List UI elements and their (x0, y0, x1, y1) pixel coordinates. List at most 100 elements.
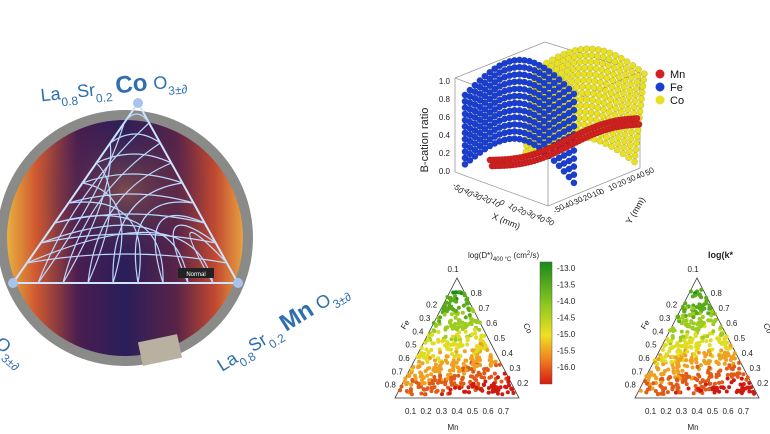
ternary-dot (404, 389, 409, 393)
sphere (564, 67, 571, 75)
ternary-dot (434, 323, 439, 328)
sphere (583, 96, 591, 103)
ternary-dot (671, 365, 676, 370)
sphere (565, 101, 573, 109)
sphere (555, 131, 563, 138)
z-tick-label: 1.0 (439, 77, 451, 86)
sphere (481, 145, 489, 153)
ternary-dot (739, 376, 744, 381)
colorbar-tick: -15.5 (557, 347, 576, 356)
ternary-dot (451, 361, 456, 366)
ternary-dot (466, 385, 471, 390)
sphere (593, 110, 601, 118)
mesh-line (87, 162, 111, 284)
sphere (550, 95, 558, 103)
sphere (476, 142, 484, 150)
sphere (461, 160, 469, 168)
ternary-dot (690, 306, 695, 311)
ternary-dot (694, 357, 698, 362)
sphere (623, 58, 631, 66)
ternary-dot (667, 349, 672, 354)
wafer-glow (7, 120, 243, 356)
mesh-line (109, 133, 161, 144)
ternary-dot (448, 387, 453, 392)
colorbar-tick: -15.0 (557, 330, 576, 339)
ternary-plots: 0.10.20.30.40.50.60.70.80.80.70.60.50.40… (385, 250, 770, 432)
ternary-dot (675, 361, 679, 365)
mesh-line (112, 182, 183, 284)
ternary-dot (460, 377, 465, 382)
ternary-dot (436, 337, 441, 342)
ternary-dot (463, 329, 468, 334)
sphere (565, 125, 573, 133)
right-axis-label: Co (761, 322, 770, 336)
ternary-dot (706, 318, 711, 323)
ternary-dot (438, 350, 443, 355)
wafer: Normal (0, 98, 253, 366)
sphere (476, 149, 484, 157)
ternary-dot (713, 317, 718, 322)
ternary-dot (416, 385, 421, 390)
x-axis-label: X (mm) (491, 211, 522, 231)
ternary-dot (696, 372, 701, 377)
ternary-dot (732, 351, 737, 356)
ternary-dot (494, 363, 499, 368)
sphere (550, 126, 558, 134)
ternary-dot (425, 373, 430, 378)
ternary-dot (482, 371, 487, 376)
ternary-dot (729, 355, 734, 360)
sphere (626, 147, 633, 155)
sphere (613, 99, 620, 106)
ternary-dot (728, 343, 733, 348)
ternary-dot (451, 358, 456, 363)
ternary-title: log(k* (708, 250, 733, 260)
ternary-dot (471, 381, 476, 386)
ternary-dot (669, 360, 674, 364)
ternary-dot (408, 387, 413, 392)
sphere (615, 133, 622, 141)
sphere (560, 112, 568, 120)
sphere (605, 62, 612, 69)
bottom-axis-label: Mn (447, 423, 458, 432)
mesh-line (96, 153, 172, 164)
ternary-dot (475, 364, 480, 368)
title-part: log(k* (708, 250, 733, 260)
ternary-dot (718, 368, 723, 373)
ternary-dot (686, 386, 691, 391)
ternary-dot (431, 381, 435, 386)
sphere (618, 102, 626, 110)
sphere (631, 158, 638, 166)
sphere (535, 114, 543, 122)
sphere (600, 47, 608, 55)
ternary-dot (691, 321, 696, 326)
z-tick-label: 0.0 (439, 167, 451, 176)
ternary-dot (468, 379, 473, 384)
ternary-dot (463, 325, 468, 330)
sphere (545, 137, 553, 144)
ternary-dot (691, 303, 696, 308)
ternary-dot (649, 370, 654, 375)
ternary-dot (426, 350, 431, 355)
ternary-dot (478, 338, 483, 343)
mesh-line (82, 182, 123, 284)
ternary-dot (428, 355, 433, 360)
ternary-dot (703, 387, 708, 392)
ternary-dot (642, 379, 647, 384)
ternary-dot (704, 339, 709, 344)
ternary-dot (688, 289, 693, 294)
sphere (540, 140, 548, 148)
sphere (555, 115, 563, 123)
ternary-dot (722, 361, 727, 366)
sphere (545, 114, 553, 121)
ternary-dot (668, 375, 673, 380)
ternary-dot (700, 315, 705, 319)
ternary-dot (445, 376, 450, 381)
sphere (606, 49, 614, 57)
ternary-dot (432, 369, 437, 374)
ternary-dot (470, 384, 475, 389)
ternary-dot (427, 381, 432, 386)
ternary-dot (409, 382, 414, 387)
bottom-tick: 0.1 (645, 407, 657, 416)
sphere (615, 80, 622, 87)
ternary-dot (659, 358, 664, 363)
